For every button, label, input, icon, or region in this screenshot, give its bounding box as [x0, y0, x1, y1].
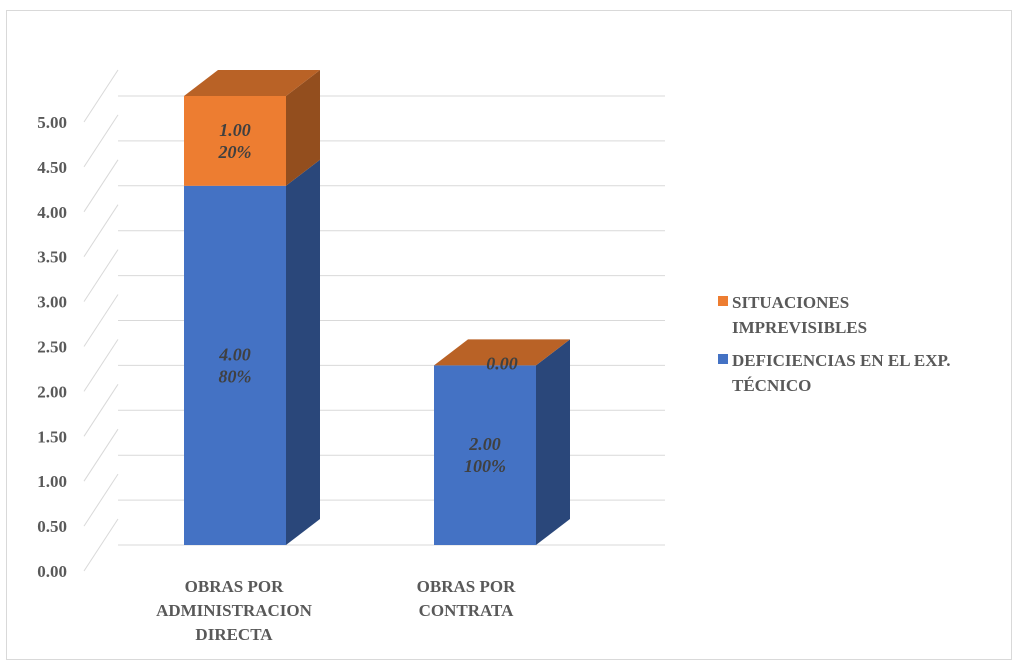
grid-side-line — [83, 204, 119, 257]
y-tick-label: 2.50 — [37, 338, 67, 357]
grid-side-line — [83, 249, 119, 302]
y-tick-label: 0.50 — [37, 517, 67, 536]
category-label: OBRAS POR — [417, 577, 516, 596]
chart-frame — [6, 10, 1012, 660]
legend-item: SITUACIONES IMPREVISIBLES — [718, 290, 1018, 340]
grid-side-line — [83, 69, 119, 123]
category-label: ADMINISTRACION — [156, 601, 313, 620]
bar-side-1-0 — [536, 339, 570, 545]
bar-1-0 — [434, 365, 536, 545]
grid-side-line — [83, 384, 119, 437]
bar-top-1 — [434, 339, 570, 366]
y-tick-label: 4.50 — [37, 158, 67, 177]
legend-label: DEFICIENCIAS EN EL EXP. TÉCNICO — [732, 351, 951, 395]
bar-0-1 — [184, 96, 286, 186]
category-label: OBRAS POR — [185, 577, 284, 596]
grid-side-line — [83, 428, 119, 482]
data-label: 0.00 — [486, 353, 518, 373]
data-label: 2.00 — [468, 434, 501, 454]
bar-side-0-0 — [286, 159, 320, 546]
legend: SITUACIONES IMPREVISIBLES DEFICIENCIAS EN … — [718, 290, 1018, 406]
bar-top-0 — [184, 70, 320, 96]
y-tick-label: 3.00 — [37, 293, 67, 312]
legend-swatch — [718, 296, 728, 306]
y-tick-label: 0.00 — [37, 562, 67, 581]
legend-swatch — [718, 354, 728, 364]
grid-side-line — [83, 294, 119, 347]
grid-side-line — [83, 518, 119, 572]
y-tick-label: 5.00 — [37, 113, 67, 132]
grid-side-line — [83, 159, 119, 213]
legend-label: SITUACIONES IMPREVISIBLES — [732, 293, 868, 337]
y-tick-label: 1.50 — [37, 427, 67, 446]
bar-0-0 — [184, 185, 286, 546]
grid-side-line — [83, 473, 119, 527]
data-label: 1.00 — [219, 120, 251, 140]
data-label: 100% — [464, 456, 506, 476]
category-label: CONTRATA — [419, 601, 514, 620]
data-label: 80% — [219, 366, 252, 386]
data-label: 4.00 — [218, 344, 251, 364]
y-tick-label: 4.00 — [37, 203, 67, 222]
category-label: DIRECTA — [195, 625, 273, 644]
data-label: 20% — [218, 142, 252, 162]
y-tick-label: 2.00 — [37, 382, 67, 401]
y-tick-label: 3.50 — [37, 248, 67, 267]
y-tick-label: 1.00 — [37, 472, 67, 491]
legend-item: DEFICIENCIAS EN EL EXP. TÉCNICO — [718, 348, 1018, 398]
grid-side-line — [83, 339, 119, 392]
bar-side-0-1 — [286, 70, 320, 186]
grid-side-line — [83, 114, 119, 168]
